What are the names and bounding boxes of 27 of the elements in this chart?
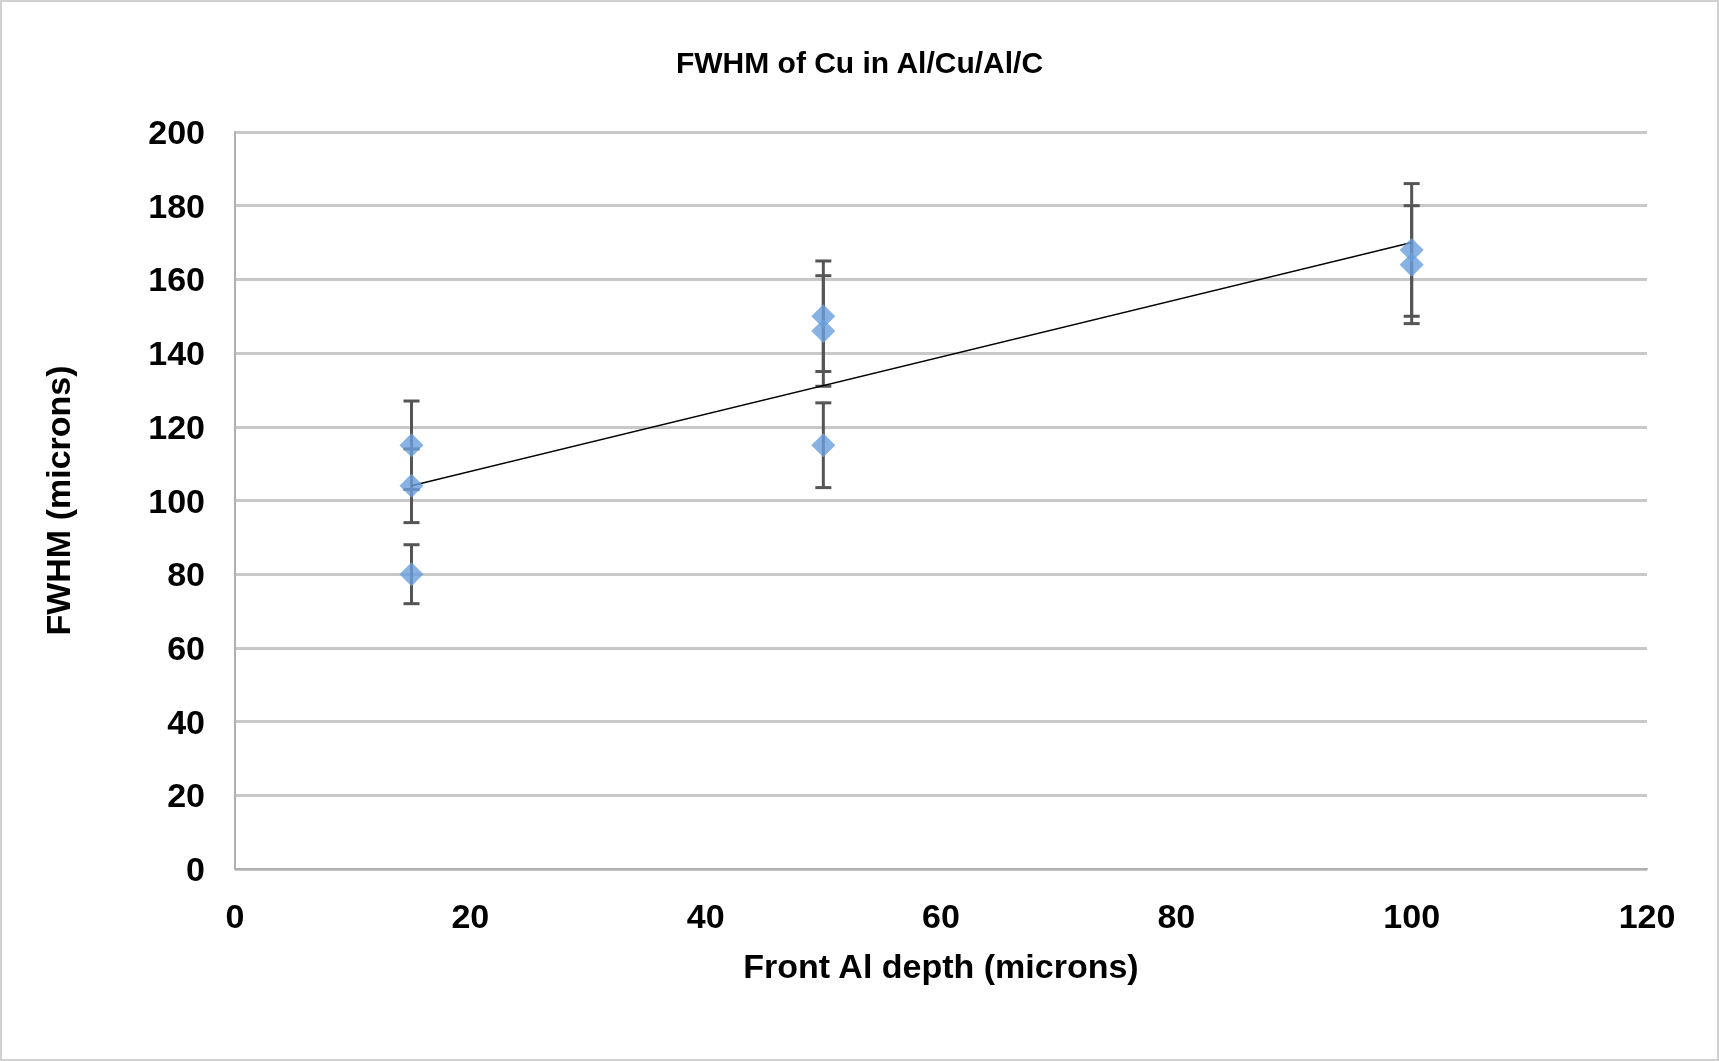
- x-tick-label: 80: [1157, 897, 1196, 935]
- point: [811, 318, 836, 343]
- chart-title: FWHM of Cu in Al/Cu/Al/C: [675, 45, 1044, 79]
- x-tick-label: 120: [1618, 897, 1676, 935]
- point: [399, 433, 424, 458]
- y-tick-label: 0: [186, 850, 205, 888]
- point: [1399, 252, 1424, 277]
- y-tick-label: 60: [167, 628, 205, 667]
- x-tick-label: 20: [451, 897, 490, 935]
- y-tick-label: 140: [148, 334, 205, 373]
- y-tick-label: 80: [167, 555, 205, 594]
- point: [399, 473, 424, 498]
- y-tick-label: 200: [148, 113, 205, 151]
- x-tick-label: 40: [686, 897, 725, 935]
- y-tick-label: 180: [148, 186, 205, 225]
- y-tick-label: 120: [148, 407, 205, 446]
- x-axis-title: Front Al depth (microns): [743, 947, 1139, 985]
- y-tick-label: 160: [148, 260, 205, 299]
- point: [399, 562, 424, 587]
- x-tick-label: 60: [922, 897, 960, 935]
- y-tick-label: 40: [167, 702, 205, 741]
- y-tick-label: 100: [148, 481, 205, 520]
- x-tick-label: 100: [1383, 897, 1441, 935]
- x-tick-label: 0: [225, 897, 245, 935]
- point: [811, 433, 836, 458]
- y-axis-title: FWHM (microns): [39, 365, 77, 636]
- y-tick-label: 20: [167, 776, 205, 815]
